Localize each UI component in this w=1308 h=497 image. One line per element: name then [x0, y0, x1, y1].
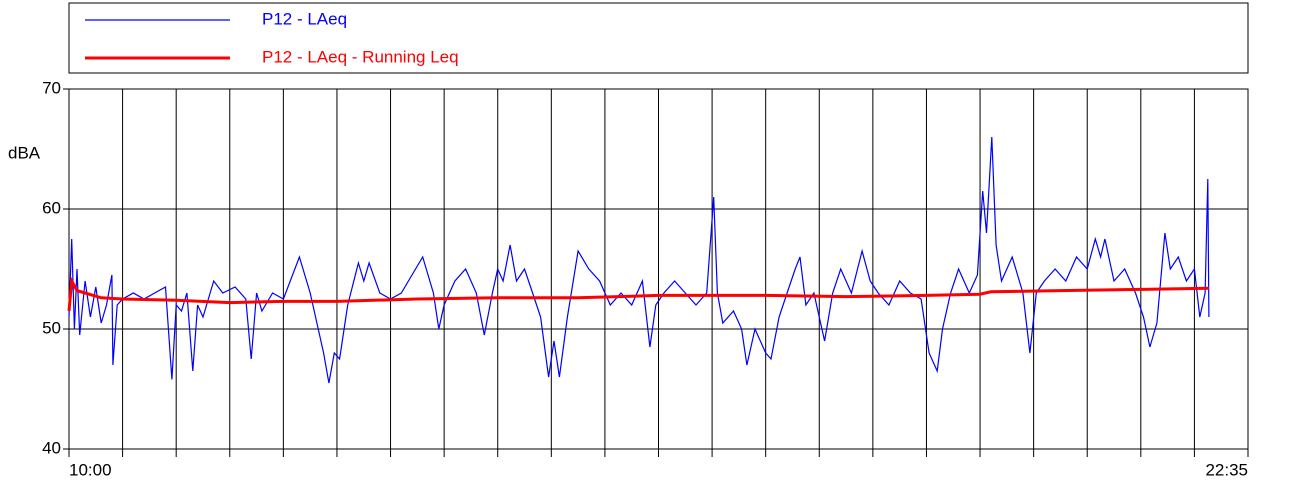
x-tick-label: 22:35 — [1205, 460, 1248, 479]
legend-box — [68, 2, 1249, 74]
y-tick-label: 50 — [42, 318, 61, 337]
y-tick-label: 70 — [42, 78, 61, 97]
legend-label: P12 - LAeq - Running Leq — [262, 47, 459, 66]
y-tick-label: 60 — [42, 198, 61, 217]
legend-label: P12 - LAeq — [262, 9, 347, 28]
series-line — [67, 275, 1209, 312]
y-axis-label: dBA — [8, 143, 41, 162]
y-tick-label: 40 — [42, 438, 61, 457]
series-line — [68, 136, 1210, 384]
x-tick-label: 10:00 — [69, 460, 112, 479]
